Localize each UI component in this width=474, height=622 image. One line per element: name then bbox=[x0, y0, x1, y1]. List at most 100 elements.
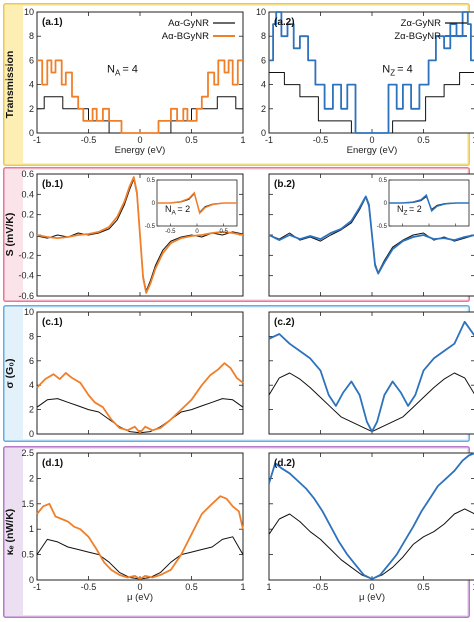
panel-label: (a.1) bbox=[42, 17, 63, 28]
x-tick-label: 0 bbox=[137, 582, 142, 592]
annotation-sub: Z bbox=[390, 69, 395, 78]
x-axis-label: μ (eV) bbox=[359, 592, 385, 603]
y-tick-label: 6 bbox=[261, 55, 266, 65]
row-label-2: S (mV/K) bbox=[4, 213, 16, 257]
x-axis-label: Energy (eV) bbox=[347, 145, 398, 156]
y-tick-label: 0 bbox=[29, 230, 34, 240]
y-tick-label: 1 bbox=[29, 524, 34, 534]
y-tick-label: 0.5 bbox=[21, 550, 34, 560]
series-line-orange bbox=[36, 495, 244, 580]
legend-entry: Zα-GyNR bbox=[401, 18, 441, 29]
annotation: NA = 4 bbox=[107, 64, 138, 78]
inset-y-tick-label: 0 bbox=[384, 201, 388, 207]
panel-d2: 1 -0.5 0 0.5 1 (d.2) μ (eV) bbox=[266, 452, 474, 603]
row-label-1: Transmission bbox=[4, 51, 16, 119]
y-tick-label: 8 bbox=[261, 31, 266, 41]
panel-label: (d.1) bbox=[42, 458, 63, 469]
x-tick-label: 1 bbox=[472, 135, 474, 145]
inset-x-tick-label: 0 bbox=[195, 229, 199, 235]
inset-y-tick-label: 0 bbox=[152, 201, 156, 207]
annotation-main: N bbox=[165, 204, 172, 214]
annotation-rest: = 4 bbox=[397, 64, 413, 76]
legend-entry: Aα-BGyNR bbox=[162, 31, 209, 42]
y-tick-label: 0.2 bbox=[21, 210, 34, 220]
y-tick-label: 4 bbox=[29, 380, 34, 390]
inset-annotation: NA = 2 bbox=[165, 204, 190, 217]
y-tick-label: 8 bbox=[29, 331, 34, 341]
annotation-sub: A bbox=[115, 69, 121, 78]
inset-y-tick-label: -0.5 bbox=[377, 224, 388, 230]
y-tick-label: 0 bbox=[261, 128, 266, 138]
y-tick-label: 4 bbox=[29, 80, 34, 90]
x-axis-label: Energy (eV) bbox=[115, 145, 166, 156]
annotation-main: N bbox=[107, 64, 115, 76]
series-line-orange bbox=[36, 176, 244, 294]
row-label-4: κₑ (nW/K) bbox=[4, 509, 16, 556]
y-tick-label: 10 bbox=[24, 7, 34, 17]
x-tick-label: -1 bbox=[33, 582, 41, 592]
x-tick-label: 0 bbox=[137, 135, 142, 145]
y-tick-label: -0.4 bbox=[18, 271, 34, 281]
annotation-sub: Z bbox=[404, 210, 408, 217]
inset-y-tick-label: 0.5 bbox=[147, 178, 156, 184]
y-tick-label: 8 bbox=[29, 31, 34, 41]
series-line-blue bbox=[268, 452, 474, 580]
inset-annotation: NZ = 2 bbox=[397, 204, 422, 217]
series-line-blue bbox=[268, 320, 474, 433]
annotation-sub: A bbox=[172, 210, 177, 217]
x-tick-label: 1 bbox=[240, 135, 245, 145]
annotation-rest: = 2 bbox=[409, 204, 422, 214]
annotation: NZ = 4 bbox=[382, 64, 412, 78]
plot-frame bbox=[268, 11, 474, 134]
y-tick-label: 0.6 bbox=[21, 169, 34, 179]
x-tick-label: 0 bbox=[369, 582, 374, 592]
inset-y-tick-label: -0.5 bbox=[145, 224, 156, 230]
y-tick-label: 6 bbox=[29, 356, 34, 366]
panel-label: (a.2) bbox=[274, 17, 295, 28]
y-tick-label: 0 bbox=[29, 429, 34, 439]
y-tick-label: 4 bbox=[261, 80, 266, 90]
series-line-orange bbox=[37, 59, 243, 134]
legend-entry: Aα-GyNR bbox=[168, 18, 209, 29]
x-tick-label: 0.5 bbox=[185, 135, 198, 145]
y-tick-label: 2 bbox=[261, 104, 266, 114]
y-tick-label: 0 bbox=[29, 128, 34, 138]
series-line-blue bbox=[268, 195, 474, 275]
y-tick-label: 0.4 bbox=[21, 189, 34, 199]
row-label-3: σ (G₀) bbox=[4, 359, 16, 389]
y-tick-label: -0.6 bbox=[18, 291, 34, 301]
panel-label: (b.1) bbox=[42, 179, 63, 190]
plot-frame bbox=[268, 311, 474, 435]
x-tick-label: 0.5 bbox=[417, 135, 430, 145]
panel-b1: -0.6 -0.4 -0.2 0 0.2 0.4 0.6 (b.1) -0.5 0 0.5 -0.5 0… bbox=[18, 169, 244, 301]
panel-label: (c.2) bbox=[274, 317, 295, 328]
panel-b2: (b.2) -0.5 0 0.5 NZ = 2 bbox=[268, 173, 474, 297]
x-tick-label: 1 bbox=[240, 582, 245, 592]
x-tick-label: 0.5 bbox=[417, 582, 430, 592]
y-tick-label: 2 bbox=[29, 473, 34, 483]
panel-c2: (c.2) bbox=[268, 311, 474, 435]
x-tick-label: -1 bbox=[33, 135, 41, 145]
y-tick-label: 10 bbox=[24, 307, 34, 317]
inset-x-tick-label: -0.5 bbox=[165, 229, 176, 235]
panel-c1: 0 2 4 6 8 10 (c.1) bbox=[24, 307, 244, 439]
annotation-main: N bbox=[397, 204, 404, 214]
panel-label: (b.2) bbox=[274, 179, 295, 190]
inset: -0.5 0 0.5 NZ = 2 bbox=[377, 178, 470, 230]
inset-series-line-orange bbox=[157, 191, 237, 215]
panel-d1: -1 -0.5 0 0.5 1 0 0.5 1 1.5 2 2.5 (d.1) μ (eV) bbox=[21, 448, 245, 603]
inset: -0.5 0 0.5 -0.5 0 0.5 NA = 2 bbox=[145, 178, 238, 235]
y-tick-label: 0 bbox=[29, 575, 34, 585]
x-tick-label: -1 bbox=[265, 135, 273, 145]
x-tick-label: -0.5 bbox=[313, 582, 329, 592]
x-tick-label: 1 bbox=[472, 582, 474, 592]
inset-series-line-blue bbox=[389, 193, 469, 213]
annotation-rest: = 2 bbox=[177, 204, 190, 214]
y-tick-label: 2 bbox=[29, 104, 34, 114]
inset-y-tick-label: 0.5 bbox=[379, 178, 388, 184]
x-tick-label: 1 bbox=[266, 582, 271, 592]
panel-label: (c.1) bbox=[42, 317, 63, 328]
